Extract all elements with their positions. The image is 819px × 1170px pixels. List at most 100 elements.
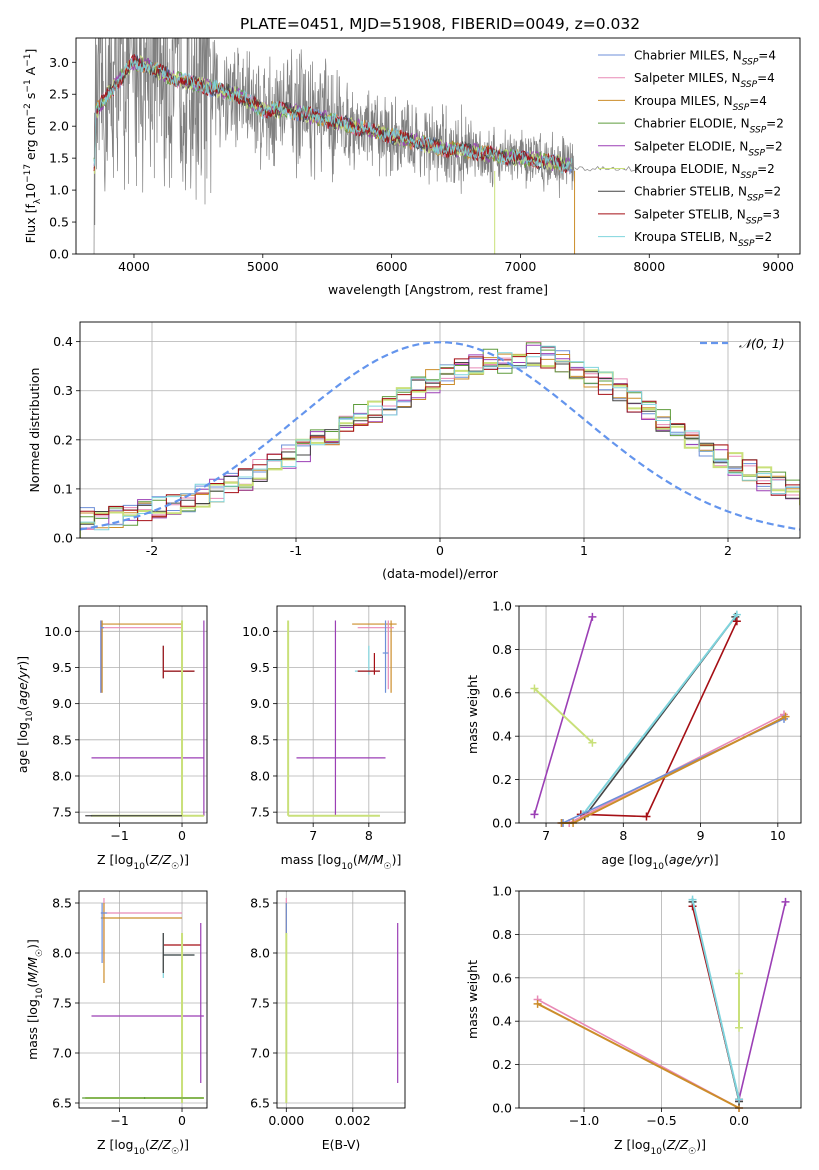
x-axis-label: age [log10(age/yr)] xyxy=(601,852,718,872)
y-axis-label: mass weight xyxy=(465,675,480,754)
y-tick-label: 10.0 xyxy=(242,624,270,639)
y-tick-label: 7.5 xyxy=(52,996,72,1011)
plot-area xyxy=(533,895,790,1112)
spectrum-panel: 4000 5000 6000 7000 8000 9000 0.0 0.5 1.0 1.5 2.0 2… xyxy=(23,37,801,297)
observed-spectrum xyxy=(93,38,575,254)
x-tick-label: 0 xyxy=(436,543,444,558)
histogram-series xyxy=(80,345,800,538)
y-tick-label: 9.5 xyxy=(250,660,270,675)
legend-entry: Kroupa ELODIE, NSSP=2 xyxy=(634,162,775,181)
mass-weight-point xyxy=(781,897,790,906)
mass-weight-line xyxy=(582,614,738,815)
y-tick-label: 0.5 xyxy=(49,215,69,230)
y-tick-label: 0.8 xyxy=(492,642,512,657)
x-tick-label: −0.5 xyxy=(646,1113,676,1128)
y-tick-label: 7.5 xyxy=(250,996,270,1011)
x-tick-label: 9 xyxy=(697,828,705,843)
y-tick-label: 7.0 xyxy=(250,1046,270,1061)
x-tick-label: 8 xyxy=(619,828,627,843)
x-axis-label: (data-model)/error xyxy=(382,566,499,581)
y-tick-label: 2.5 xyxy=(49,87,69,102)
x-axis-label: Z [log10(Z/Z☉)] xyxy=(97,1137,189,1157)
y-tick-label: 6.5 xyxy=(250,1096,270,1111)
y-axis-label: Flux [fλ10−17 erg cm−2 s−1 A−1] xyxy=(23,49,43,244)
age-vs-z-panel: −1 0 7.5 8.0 8.5 9.0 9.5 10.0 Z [log10(Z/Z☉)] age… xyxy=(15,605,208,872)
x-tick-label: -2 xyxy=(146,543,158,558)
y-axis-label: age [log10(age/yr)] xyxy=(15,656,35,773)
y-tick-label: 0.0 xyxy=(492,816,512,831)
y-axis-label: mass weight xyxy=(465,960,480,1039)
mass-weight-vs-age-panel: 7 8 9 10 0.0 0.2 0.4 0.6 0.8 1.0 age [log10(age/yr… xyxy=(465,599,802,872)
y-tick-label: 8.0 xyxy=(250,946,270,961)
mass-weight-point xyxy=(530,684,539,693)
mass-weight-line xyxy=(691,899,740,1100)
y-tick-label: 0.0 xyxy=(49,247,69,262)
x-tick-label: −1 xyxy=(110,1113,128,1128)
legend-entry: Chabrier MILES, NSSP=4 xyxy=(634,49,776,68)
x-tick-label: −1 xyxy=(110,828,128,843)
mass-weight-point xyxy=(588,612,597,621)
mass-weight-vs-z-panel: −1.0 −0.5 0.0 0.0 0.2 0.4 0.6 0.8 1.0 Z [log10(Z/… xyxy=(465,884,802,1157)
observed-spectrum-tail xyxy=(574,165,640,172)
age-vs-mass-panel: 7 8 7.5 8.0 8.5 9.0 9.5 10.0 mass [log10(M/M☉)] xyxy=(242,605,406,872)
legend-entry: Kroupa STELIB, NSSP=2 xyxy=(634,230,772,249)
y-tick-label: 9.0 xyxy=(52,696,72,711)
y-tick-label: 0.0 xyxy=(53,531,73,546)
x-axis-label: Z [log10(Z/Z☉)] xyxy=(614,1137,706,1157)
x-tick-label: 8000 xyxy=(633,259,665,274)
legend-entry: Chabrier ELODIE, NSSP=2 xyxy=(634,117,784,136)
y-tick-label: 0.4 xyxy=(492,1014,512,1029)
axes-frame xyxy=(276,605,406,824)
x-tick-label: 5000 xyxy=(247,259,279,274)
mass-weight-line xyxy=(561,713,785,824)
y-tick-label: 8.0 xyxy=(52,946,72,961)
x-tick-label: 0.0 xyxy=(729,1113,749,1128)
x-axis-label: E(B-V) xyxy=(322,1137,361,1152)
plot-area xyxy=(80,341,800,538)
y-tick-label: 9.5 xyxy=(52,660,72,675)
residual-histogram-panel: -2 -1 0 1 2 0.0 0.1 0.2 0.3 0.4 (data-model)/error… xyxy=(27,321,801,581)
x-tick-label: 9000 xyxy=(762,259,794,274)
plot-area xyxy=(530,610,790,827)
mass-weight-point xyxy=(530,810,539,819)
y-tick-label: 1.0 xyxy=(492,599,512,614)
x-tick-label: 7 xyxy=(542,828,550,843)
normal-curve xyxy=(80,341,800,531)
mass-vs-ebv-panel: 0.000 0.002 6.5 7.0 7.5 8.0 8.5 E(B-V) xyxy=(250,890,406,1152)
y-tick-label: 0.2 xyxy=(492,772,512,787)
y-tick-label: 7.5 xyxy=(52,805,72,820)
x-tick-label: 7 xyxy=(309,828,317,843)
y-tick-label: 2.0 xyxy=(49,119,69,134)
axes-frame xyxy=(276,890,406,1109)
x-tick-label: 0 xyxy=(178,828,186,843)
x-tick-label: 0 xyxy=(178,1113,186,1128)
y-tick-label: 0.6 xyxy=(492,685,512,700)
x-axis-label: wavelength [Angstrom, rest frame] xyxy=(328,282,548,297)
legend-entry: Salpeter STELIB, NSSP=3 xyxy=(634,207,780,226)
model-line xyxy=(93,55,573,173)
figure-title: PLATE=0451, MJD=51908, FIBERID=0049, z=0… xyxy=(240,15,640,33)
mass-weight-line xyxy=(738,901,787,1100)
mass-weight-point xyxy=(781,712,790,721)
legend-entry: Kroupa MILES, NSSP=4 xyxy=(634,94,767,113)
axes-frame xyxy=(518,605,802,824)
x-tick-label: 8 xyxy=(365,828,373,843)
y-tick-label: 0.3 xyxy=(53,383,73,398)
mass-weight-line xyxy=(537,1002,740,1109)
x-tick-label: −1.0 xyxy=(569,1113,599,1128)
y-tick-label: 6.5 xyxy=(52,1096,72,1111)
y-tick-label: 8.0 xyxy=(250,768,270,783)
plot-area xyxy=(82,898,204,1103)
y-tick-label: 0.2 xyxy=(53,432,73,447)
y-tick-label: 7.5 xyxy=(250,805,270,820)
y-tick-label: 8.5 xyxy=(250,896,270,911)
x-tick-label: 10 xyxy=(770,828,786,843)
mass-weight-point xyxy=(732,617,741,626)
x-tick-label: 0.002 xyxy=(335,1113,371,1128)
y-tick-label: 1.0 xyxy=(492,884,512,899)
y-tick-label: 8.5 xyxy=(52,732,72,747)
y-tick-label: 8.5 xyxy=(52,896,72,911)
mass-weight-point xyxy=(735,969,744,978)
y-tick-label: 9.0 xyxy=(250,696,270,711)
